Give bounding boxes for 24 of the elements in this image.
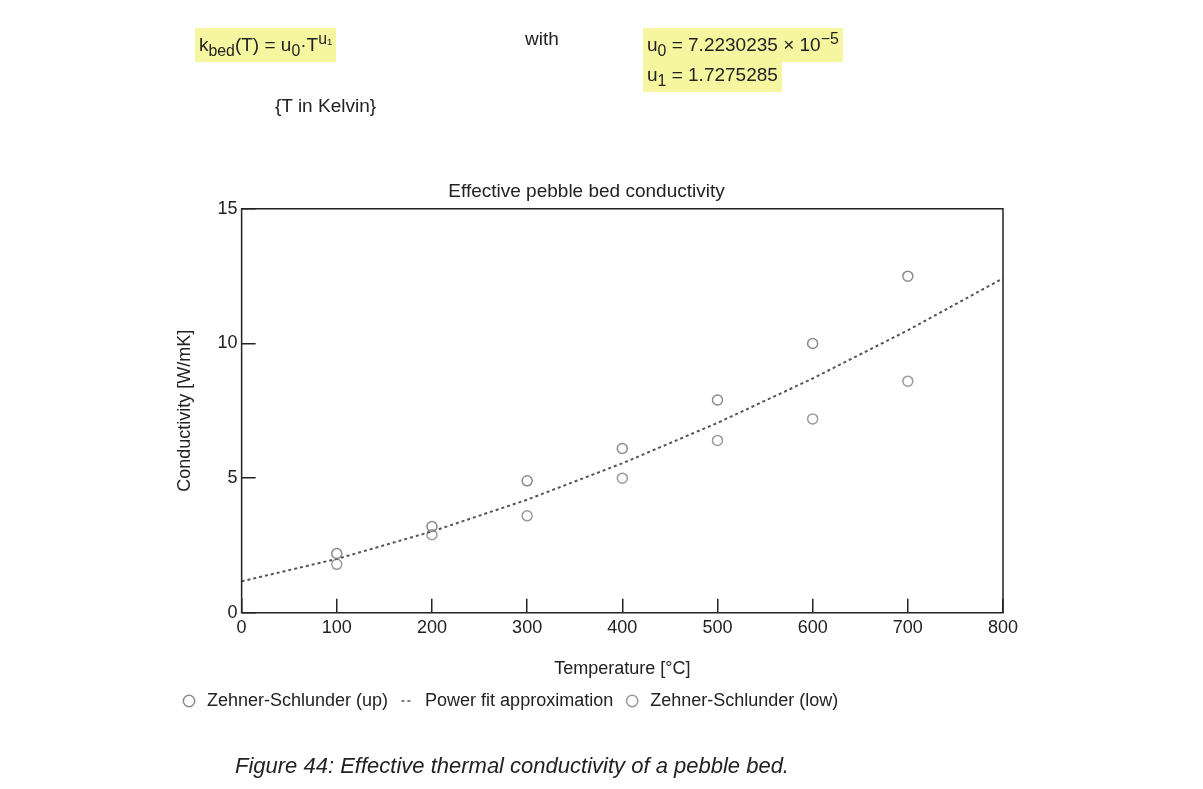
x-axis-title: Temperature [°C] [554, 658, 691, 679]
y-tick-label: 0 [227, 601, 238, 622]
chart-title: Effective pebble bed conductivity [448, 179, 726, 201]
text: with [525, 28, 559, 50]
x-tick-label: 800 [987, 616, 1019, 637]
y-tick-label: 5 [227, 467, 238, 488]
text: u$_{1}$ = 1.7275285 [643, 62, 782, 92]
x-tick-label: 300 [512, 616, 543, 637]
x-tick-label: 500 [702, 616, 733, 637]
y-tick-label: 10 [217, 332, 238, 353]
legend-label: Zehner-Schlunder (low) [650, 689, 839, 710]
caption: Figure 44: Effective thermal conductivity of a pebble bed. [235, 753, 789, 779]
y-tick-label: 15 [217, 197, 238, 218]
text: k$_{bed}$(T) = u$_{0}$·T$^{u₁}$ [195, 28, 337, 63]
x-tick-label: 400 [607, 616, 638, 637]
x-tick-label: 200 [416, 616, 447, 637]
x-tick-label: 100 [321, 616, 352, 637]
legend-label: Zehner-Schlunder (up) [207, 689, 389, 710]
x-tick-label: 600 [797, 616, 828, 637]
x-tick-label: 700 [892, 616, 923, 637]
text: {T in Kelvin} [275, 95, 377, 117]
text: u$_{0}$ = 7.2230235 × 10$^{−5}$ [643, 28, 843, 63]
legend-label: Power fit approximation [425, 689, 614, 710]
y-axis-title: Conductivity [W/mK] [173, 329, 194, 492]
